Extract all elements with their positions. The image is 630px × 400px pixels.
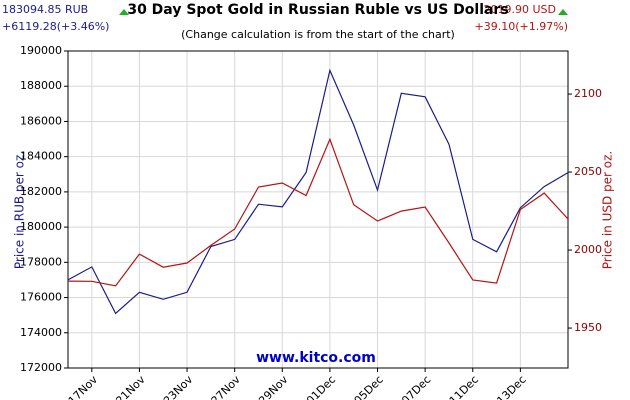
- series-line: [67, 68, 569, 315]
- watermark: www.kitco.com: [256, 350, 376, 366]
- chart-title: 30 Day Spot Gold in Russian Ruble vs US …: [127, 2, 508, 18]
- y-tick-label: 174000: [20, 326, 62, 339]
- series-line: [67, 137, 569, 287]
- y-tick-label: 190000: [20, 44, 62, 57]
- right-price: 2019.90 USD: [484, 3, 557, 16]
- y-tick-label: 182000: [20, 185, 62, 198]
- y2-tick-label: 2100: [574, 87, 602, 100]
- y2-tick-label: 2000: [574, 243, 602, 256]
- right-change: +39.10(+1.97%): [475, 20, 568, 33]
- y2-tick-label: 2050: [574, 165, 602, 178]
- y-tick-label: 186000: [20, 114, 62, 127]
- y-tick-label: 180000: [20, 220, 62, 233]
- y-tick-label: 178000: [20, 255, 62, 268]
- y-tick-label: 184000: [20, 150, 62, 163]
- y-tick-label: 176000: [20, 291, 62, 304]
- up-icon: [558, 9, 568, 15]
- y-tick-label: 172000: [20, 361, 62, 374]
- left-price: 183094.85 RUB: [2, 3, 88, 16]
- y2-tick-label: 1950: [574, 321, 602, 334]
- up-icon: [119, 9, 129, 15]
- chart-subtitle: (Change calculation is from the start of…: [181, 28, 455, 41]
- y2-axis-label: Price in USD per oz.: [601, 151, 615, 270]
- y-axis-label: Price in RUB per oz.: [13, 151, 27, 269]
- plot-border: [67, 50, 569, 369]
- left-change: +6119.28(+3.46%): [2, 20, 109, 33]
- y-tick-label: 188000: [20, 79, 62, 92]
